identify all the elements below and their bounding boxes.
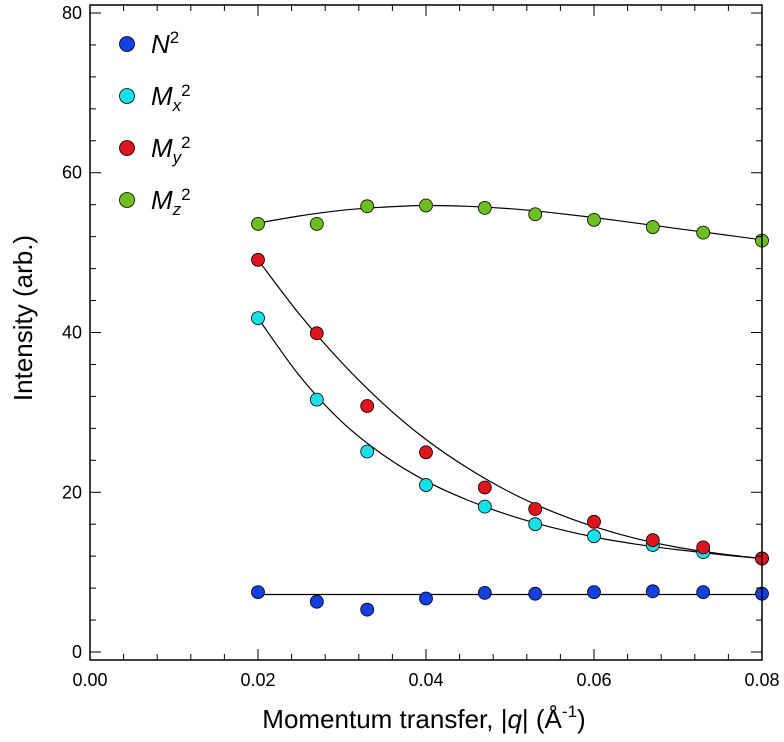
- point-My2: [696, 540, 711, 555]
- point-N2: [360, 602, 375, 617]
- point-Mz2: [528, 207, 543, 222]
- point-Mz2: [696, 225, 711, 240]
- legend-marker: [119, 192, 135, 208]
- fit-line-Mx2: [257, 317, 763, 560]
- point-N2: [645, 584, 660, 599]
- y-tick-label: 40: [62, 323, 82, 343]
- point-My2: [251, 252, 265, 267]
- y-tick-label: 20: [62, 482, 82, 502]
- point-N2: [419, 591, 433, 606]
- legend-marker: [119, 36, 135, 52]
- legend-label: Mx2: [151, 81, 191, 115]
- legend-item-Mx2: Mx2: [119, 81, 191, 115]
- point-Mx2: [477, 499, 492, 514]
- x-axis-title: Momentum transfer, |q| (Å-1): [262, 702, 585, 734]
- x-tick-label: 0.06: [576, 670, 611, 690]
- point-Mx2: [251, 311, 265, 326]
- y-tick-label: 60: [62, 163, 82, 183]
- point-Mx2: [419, 478, 433, 492]
- point-N2: [309, 594, 324, 609]
- legend-label: N2: [151, 28, 179, 59]
- axis-ticks: 0.00 0.02 0.04 0.06 0.08 0 20 40 60 80: [62, 3, 780, 690]
- legend-marker: [119, 140, 135, 156]
- point-My2: [419, 445, 433, 460]
- point-N2: [477, 586, 492, 600]
- fit-line-Mz2: [257, 204, 763, 241]
- legend-label: My2: [151, 133, 191, 167]
- x-tick-label: 0.02: [240, 670, 275, 690]
- point-Mz2: [309, 216, 324, 231]
- point-Mz2: [251, 216, 265, 231]
- legend: N2 Mx2 My2 Mz2: [119, 28, 191, 219]
- data-points: [251, 198, 769, 617]
- x-tick-label: 0.08: [744, 670, 779, 690]
- point-Mz2: [419, 198, 433, 213]
- x-tick-label: 0.04: [408, 670, 443, 690]
- point-Mx2: [309, 392, 324, 407]
- plot-frame: [89, 4, 763, 661]
- fit-line-My2: [257, 259, 763, 560]
- legend-marker: [119, 88, 135, 104]
- x-tick-label: 0.00: [72, 670, 107, 690]
- point-N2: [587, 585, 601, 600]
- point-My2: [587, 514, 601, 529]
- point-Mz2: [587, 212, 601, 227]
- y-tick-label: 0: [72, 642, 82, 662]
- point-Mz2: [477, 200, 492, 215]
- point-My2: [477, 480, 492, 495]
- y-axis-title: Intensity (arb.): [8, 235, 38, 401]
- legend-item-My2: My2: [119, 133, 191, 167]
- legend-item-Mz2: Mz2: [119, 185, 191, 219]
- point-Mx2: [360, 444, 375, 459]
- point-Mz2: [645, 220, 660, 234]
- point-Mz2: [360, 199, 375, 214]
- point-Mx2: [528, 517, 543, 532]
- point-My2: [360, 399, 375, 413]
- point-N2: [696, 585, 711, 600]
- point-N2: [528, 586, 543, 601]
- point-My2: [309, 326, 324, 341]
- legend-item-N2: N2: [119, 28, 179, 59]
- point-N2: [251, 585, 265, 600]
- fit-curves: [257, 204, 763, 596]
- legend-label: Mz2: [151, 185, 191, 219]
- point-My2: [528, 502, 543, 516]
- y-tick-label: 80: [62, 3, 82, 23]
- point-My2: [645, 533, 660, 548]
- point-Mx2: [587, 529, 601, 544]
